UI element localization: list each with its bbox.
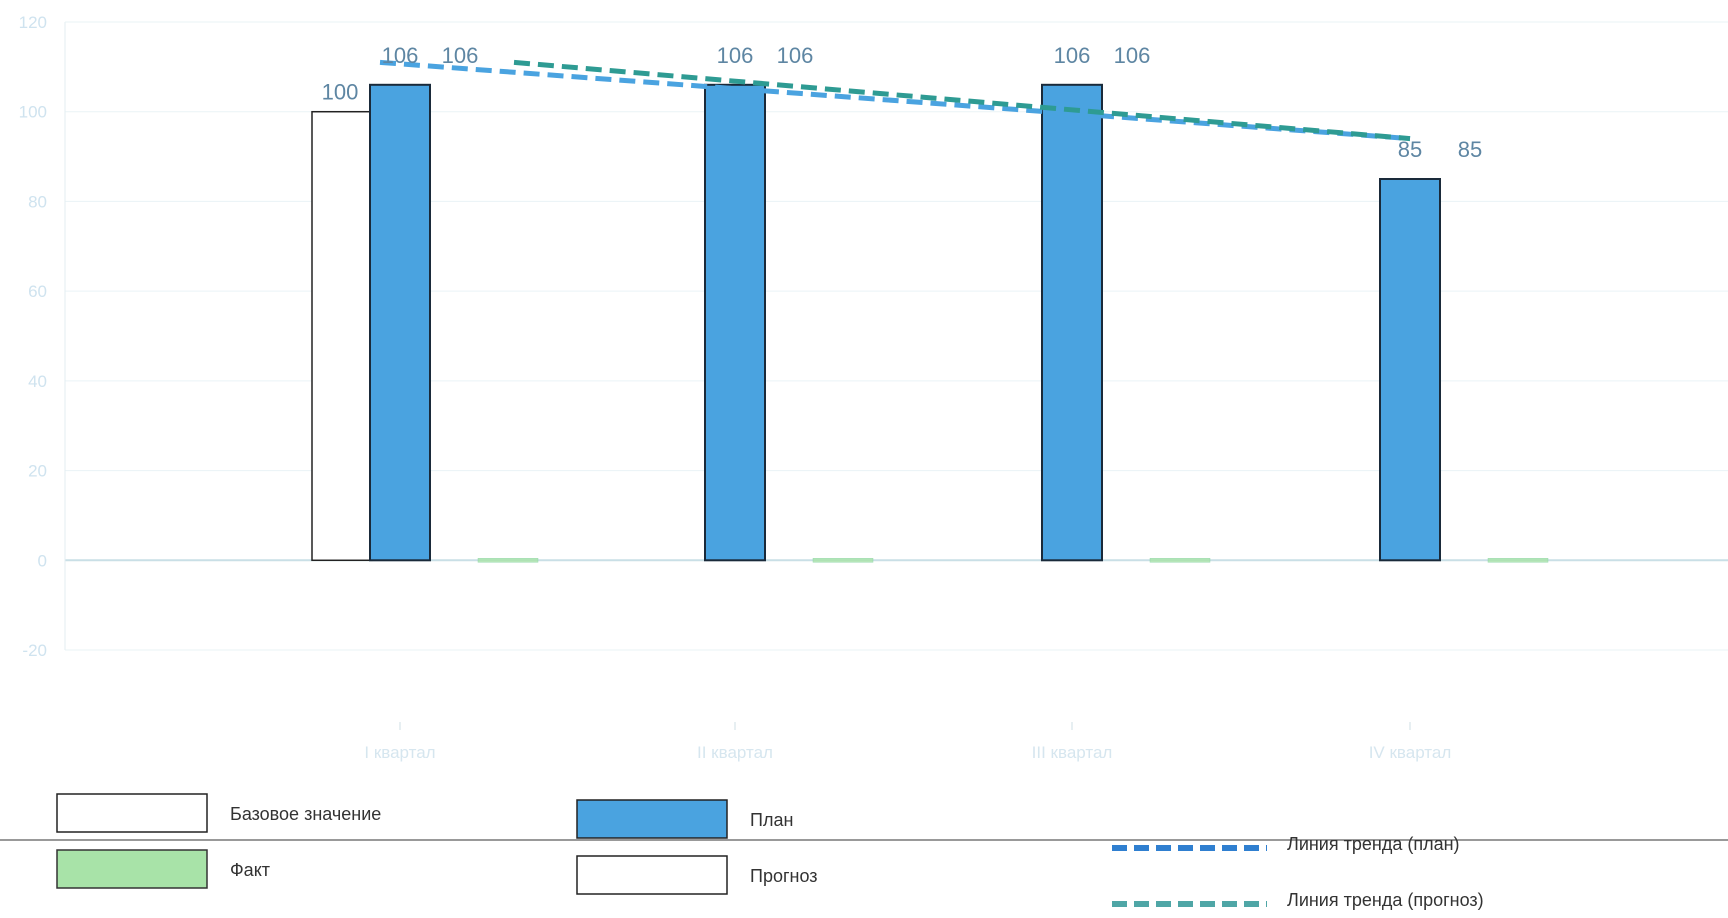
- bar-fact: [1487, 558, 1549, 563]
- bar-plan: [704, 83, 766, 562]
- legend-item: Линия тренда (план): [1112, 834, 1460, 854]
- data-label: 106: [1114, 43, 1151, 68]
- x-tick-label: IV квартал: [1369, 743, 1452, 762]
- trendline-forecast: [513, 59, 1411, 142]
- legend-label: Линия тренда (план): [1287, 834, 1460, 854]
- legend-label: Линия тренда (прогноз): [1287, 890, 1484, 910]
- data-label: 106: [777, 43, 814, 68]
- legend-item: Линия тренда (прогноз): [1112, 890, 1484, 910]
- legend-item: Базовое значение: [56, 793, 381, 833]
- y-tick-label: -20: [22, 641, 47, 660]
- bar-plan: [369, 83, 431, 562]
- bar-fact: [812, 558, 874, 563]
- data-label: 85: [1458, 137, 1482, 162]
- legend-label: Базовое значение: [230, 804, 381, 824]
- data-label: 85: [1398, 137, 1422, 162]
- y-tick-label: 20: [28, 462, 47, 481]
- trend-layer: [379, 59, 1411, 142]
- legend-label: Факт: [230, 860, 270, 880]
- y-tick-label: 100: [19, 103, 47, 122]
- bar-plan: [1041, 83, 1103, 562]
- x-tick-label: I квартал: [364, 743, 435, 762]
- legend-item: Прогноз: [576, 855, 818, 895]
- y-tick-label: 0: [38, 551, 47, 570]
- y-tick-label: 80: [28, 192, 47, 211]
- x-tick-label: III квартал: [1032, 743, 1113, 762]
- legend: Базовое значение План Линия тренда (план) Ф…: [0, 793, 1728, 910]
- data-label: 106: [382, 43, 419, 68]
- bar-fact: [1149, 558, 1211, 563]
- y-tick-label: 120: [19, 13, 47, 32]
- data-label: 106: [717, 43, 754, 68]
- legend-item: План: [576, 799, 793, 839]
- bar-fact: [477, 558, 539, 563]
- legend-item: Факт: [56, 849, 270, 889]
- bar-plan: [1379, 178, 1441, 562]
- labels-layer: 100 106 106 106 106 106 106 85 85: [322, 43, 1483, 162]
- data-label: 106: [1054, 43, 1091, 68]
- legend-swatch: [56, 793, 208, 833]
- data-label: 100: [322, 80, 359, 105]
- trendline-plan: [379, 59, 1411, 142]
- data-label: 106: [442, 43, 479, 68]
- legend-label: План: [750, 810, 793, 830]
- axis-layer: 120 100 80 60 40 20 0 -20 I квартал II квартал III…: [19, 13, 1452, 762]
- x-tick-label: II квартал: [697, 743, 773, 762]
- bar-base: [311, 110, 373, 562]
- legend-swatch: [576, 855, 728, 895]
- y-tick-label: 60: [28, 282, 47, 301]
- legend-label: Прогноз: [750, 866, 818, 886]
- legend-swatch: [56, 849, 208, 889]
- bars-layer: [311, 83, 1549, 563]
- y-tick-label: 40: [28, 372, 47, 391]
- legend-swatch: [576, 799, 728, 839]
